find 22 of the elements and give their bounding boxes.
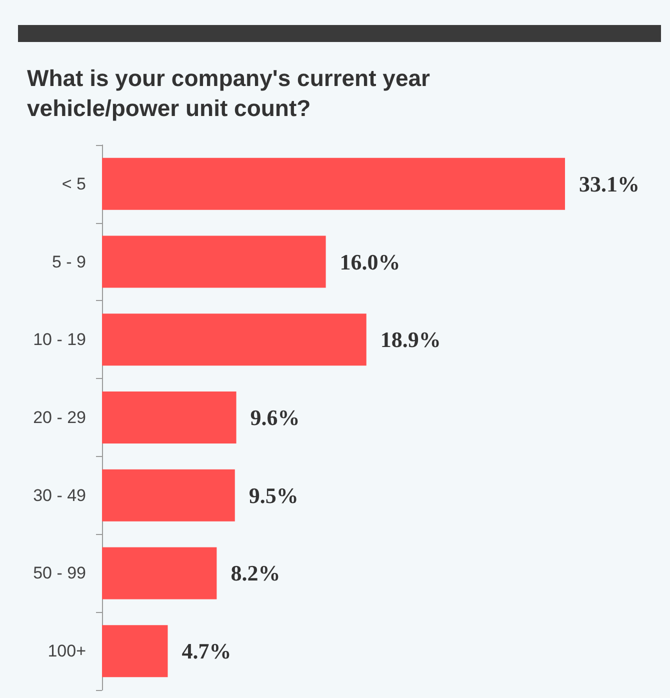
bar bbox=[102, 236, 326, 288]
y-tick-label: 50 - 99 bbox=[33, 564, 86, 583]
bar bbox=[102, 625, 168, 678]
y-tick-label: 100+ bbox=[48, 642, 86, 661]
bar bbox=[102, 392, 236, 444]
bar bbox=[102, 547, 217, 600]
data-label: 9.5% bbox=[248, 482, 298, 508]
data-label: 8.2% bbox=[230, 560, 280, 586]
y-tick-label: 20 - 29 bbox=[33, 408, 86, 427]
y-tick-label: < 5 bbox=[62, 174, 86, 194]
data-label: 33.1% bbox=[579, 171, 640, 196]
data-label: 9.6% bbox=[250, 405, 300, 430]
y-tick-label: 5 - 9 bbox=[52, 252, 86, 272]
y-tick-label: 30 - 49 bbox=[33, 486, 86, 505]
y-tick-label: 10 - 19 bbox=[33, 330, 86, 350]
data-label: 4.7% bbox=[182, 638, 232, 664]
data-label: 18.9% bbox=[380, 327, 441, 352]
bar bbox=[102, 314, 366, 366]
data-label: 16.0% bbox=[340, 249, 400, 274]
chart-title: What is your company's current year vehicle/power unit count? bbox=[27, 65, 430, 121]
bar bbox=[102, 469, 235, 522]
bar bbox=[102, 158, 565, 210]
